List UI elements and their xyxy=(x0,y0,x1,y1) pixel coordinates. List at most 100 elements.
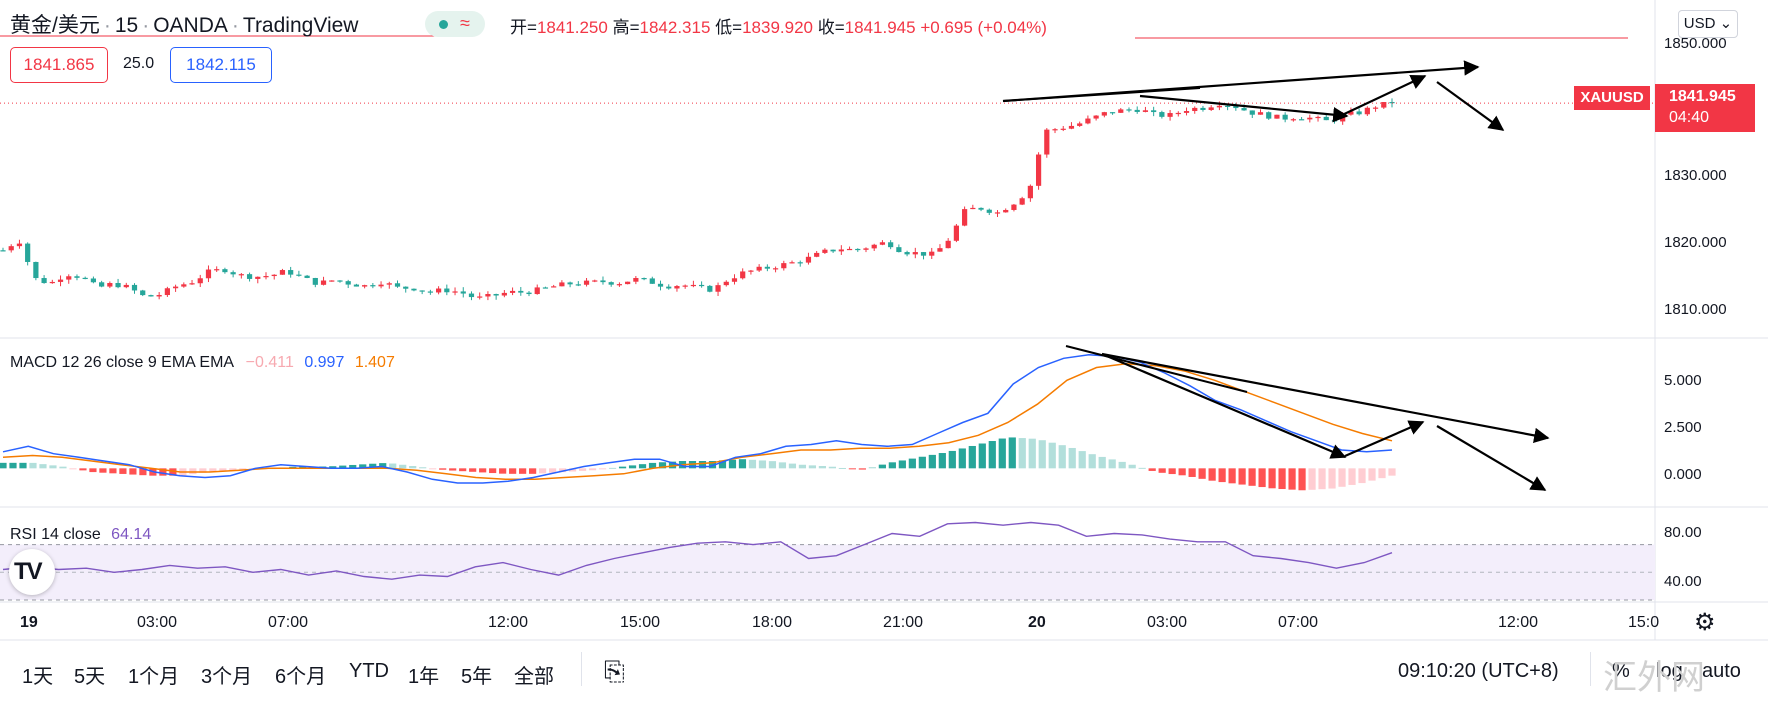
candle-body xyxy=(1093,115,1099,119)
timeframe-5d[interactable]: 5天 xyxy=(74,666,106,688)
log-toggle[interactable]: log xyxy=(1656,660,1683,682)
candle-body xyxy=(1315,116,1321,119)
macd-histogram-bar xyxy=(239,468,247,470)
candle-body xyxy=(978,207,984,210)
timeframe-ytd[interactable]: YTD xyxy=(349,660,389,682)
clock[interactable]: 09:10:20 (UTC+8) xyxy=(1398,660,1559,682)
timeframe-6m[interactable]: 6个月 xyxy=(275,666,327,688)
candle-body xyxy=(1208,107,1214,110)
candle-body xyxy=(1126,109,1132,111)
candle-body xyxy=(1011,204,1017,210)
candle-body xyxy=(337,280,343,282)
candle-body xyxy=(33,261,39,279)
macd-histogram-bar xyxy=(1368,468,1376,481)
timeframe-1y[interactable]: 1年 xyxy=(408,666,440,688)
macd-histogram-bar xyxy=(99,468,107,473)
candle-body xyxy=(830,249,836,252)
macd-histogram-bar xyxy=(459,468,467,472)
market-status-badge[interactable]: ≈ xyxy=(425,11,485,37)
macd-legend[interactable]: MACD 12 26 close 9 EMA EMA −0.411 0.997 … xyxy=(10,354,395,372)
rsi-legend[interactable]: RSI 14 close 64.14 xyxy=(10,526,151,544)
trendline-drawing xyxy=(1065,345,1248,393)
candle-body xyxy=(1060,128,1066,130)
auto-toggle[interactable]: auto xyxy=(1702,660,1741,682)
macd-histogram-bar xyxy=(968,445,976,469)
macd-histogram-bar xyxy=(379,463,387,469)
macd-histogram-bar xyxy=(558,468,567,473)
market-open-dot-icon xyxy=(439,20,448,29)
macd-histogram-bar xyxy=(1088,454,1096,469)
macd-histogram-bar xyxy=(1188,468,1196,477)
rsi-tick: 80.00 xyxy=(1664,524,1702,541)
candle-body xyxy=(353,284,360,287)
macd-histogram-bar xyxy=(549,468,557,473)
macd-histogram-bar xyxy=(39,464,47,469)
macd-histogram-bar xyxy=(948,450,956,469)
timeframe-1m[interactable]: 1个月 xyxy=(128,666,180,688)
trendline-arrow xyxy=(1139,94,1349,123)
macd-histogram-bar xyxy=(978,443,986,469)
macd-histogram-bar xyxy=(1048,442,1056,469)
symbol-header[interactable]: 黄金/美元 · 15 · OANDA · TradingView xyxy=(10,9,358,39)
rsi-label: RSI 14 close xyxy=(10,526,101,543)
macd-histogram-bar xyxy=(1098,456,1106,469)
settings-gear-icon[interactable]: ⚙ xyxy=(1694,609,1716,636)
candle-body xyxy=(937,248,943,252)
low-value: 1839.920 xyxy=(742,18,813,37)
candle-body xyxy=(1035,154,1042,186)
candle-body xyxy=(567,282,573,285)
macd-histogram-bar xyxy=(1068,447,1076,469)
candle-body xyxy=(1364,107,1370,115)
candle-body xyxy=(879,242,886,245)
ohlc-readout: 开=1841.250 高=1842.315 低=1839.920 收=1841.… xyxy=(510,13,1047,38)
macd-histogram-bar xyxy=(539,468,547,474)
buy-button[interactable]: 1842.115 xyxy=(170,47,272,83)
candle-body xyxy=(493,294,499,296)
macd-histogram-bar xyxy=(1178,468,1186,476)
candle-body xyxy=(1331,120,1338,122)
site-watermark: 汇外网 xyxy=(1603,658,1705,698)
candle-body xyxy=(90,278,97,283)
date-range-icon[interactable]: ⎘ xyxy=(604,656,625,686)
candle-body xyxy=(1307,117,1313,120)
currency-select[interactable]: USD ⌄ xyxy=(1678,10,1738,38)
wave-icon: ≈ xyxy=(460,13,470,33)
candle-body xyxy=(600,280,606,283)
candle-body xyxy=(583,280,590,285)
candle-body xyxy=(1101,112,1107,116)
timeframe-1d[interactable]: 1天 xyxy=(22,666,54,688)
macd-histogram-bar xyxy=(658,462,667,469)
rsi-line xyxy=(2,521,1393,580)
timeframe-5y[interactable]: 5年 xyxy=(461,666,493,688)
header-separator: · xyxy=(142,14,150,37)
tradingview-logo-icon[interactable]: TV xyxy=(9,549,55,595)
timeframe-3m[interactable]: 3个月 xyxy=(201,666,253,688)
macd-histogram-bar xyxy=(469,468,477,472)
candle-body xyxy=(1225,105,1231,107)
candle-body xyxy=(789,262,795,264)
candle-body xyxy=(197,278,203,284)
candle-body xyxy=(1282,114,1288,120)
candle-body xyxy=(904,252,910,255)
header-separator: · xyxy=(231,14,239,37)
macd-histogram-bar xyxy=(958,448,966,469)
macd-histogram-bar xyxy=(449,468,457,471)
timeframe-all[interactable]: 全部 xyxy=(514,666,554,688)
candle-body xyxy=(534,287,540,295)
data-source: TradingView xyxy=(242,14,359,37)
candle-body xyxy=(296,274,302,276)
sell-button[interactable]: 1841.865 xyxy=(10,47,108,83)
candle-body xyxy=(329,280,335,282)
candle-body xyxy=(682,285,688,287)
percent-toggle[interactable]: % xyxy=(1612,660,1630,682)
candle-body xyxy=(575,284,581,286)
header-separator: · xyxy=(103,14,111,37)
candle-body xyxy=(863,248,869,250)
candle-body xyxy=(970,207,976,210)
candle-body xyxy=(748,270,754,272)
macd-histogram-bar xyxy=(788,463,797,469)
candle-body xyxy=(1356,111,1362,115)
candle-body xyxy=(1249,110,1255,115)
candle-body xyxy=(1142,110,1149,112)
